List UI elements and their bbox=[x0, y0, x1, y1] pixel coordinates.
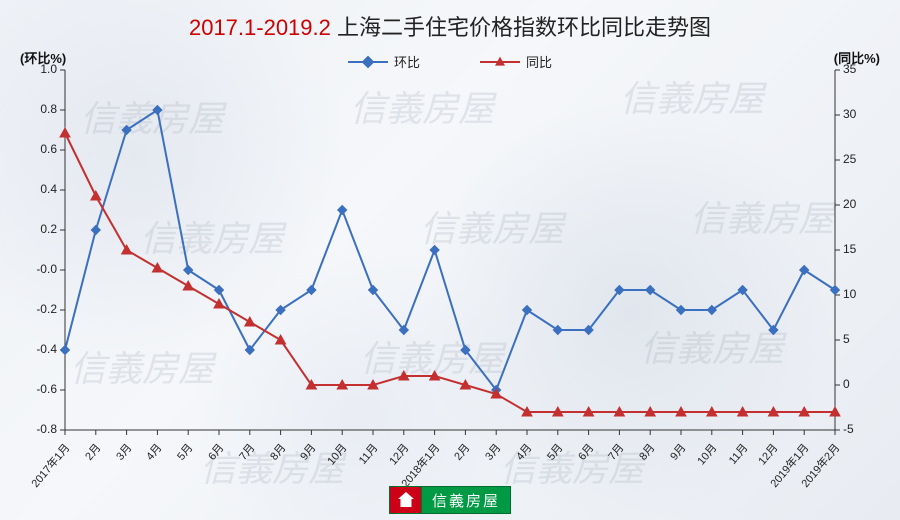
brand-logo: 信義房屋 bbox=[389, 486, 511, 514]
house-icon bbox=[389, 486, 421, 514]
chart-container: 2017.1-2019.2 上海二手住宅价格指数环比同比走势图 (环比%) (同… bbox=[0, 0, 900, 520]
line-chart bbox=[0, 0, 900, 520]
brand-name: 信義房屋 bbox=[421, 486, 511, 514]
